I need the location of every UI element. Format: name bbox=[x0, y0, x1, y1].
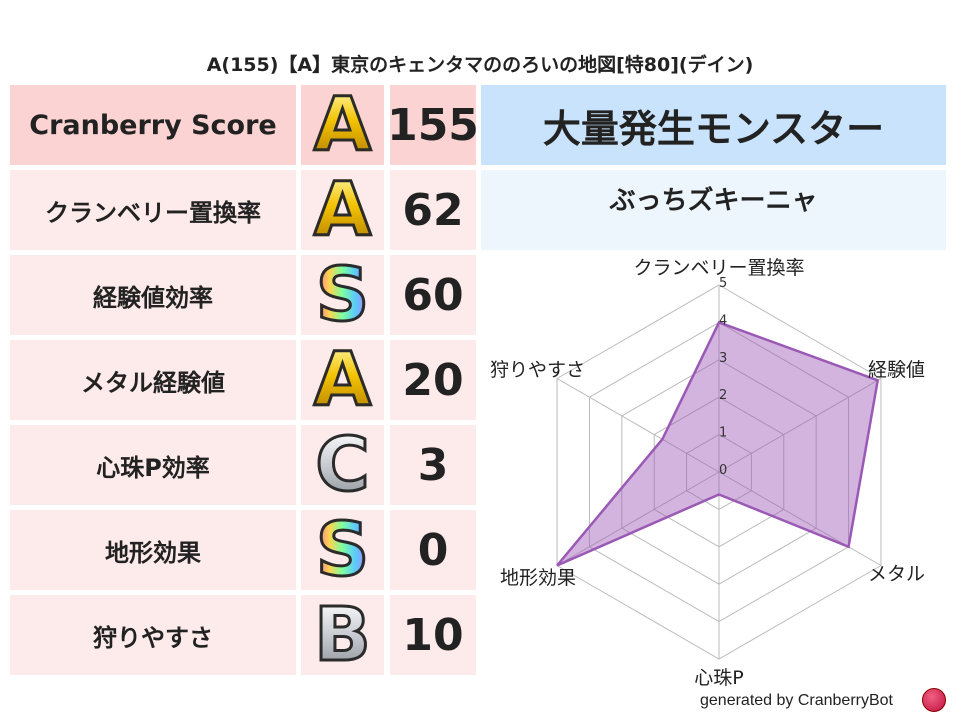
grade-letter: S bbox=[314, 252, 370, 338]
grid-spoke bbox=[556, 378, 720, 473]
axis-label: 経験値 bbox=[868, 359, 925, 381]
tick-label: 1 bbox=[719, 426, 727, 441]
grade-letter: A bbox=[312, 337, 372, 423]
monster-header: 大量発生モンスター bbox=[481, 85, 946, 165]
tick-label: 2 bbox=[719, 388, 727, 403]
grade-badge: S bbox=[301, 255, 384, 335]
metric-label: 心珠P効率 bbox=[10, 425, 296, 505]
tick-label: 0 bbox=[719, 463, 727, 478]
grid-spoke bbox=[556, 471, 720, 566]
grade-letter: A bbox=[312, 167, 372, 253]
grade-badge: S bbox=[301, 510, 384, 590]
grade-badge: A bbox=[301, 340, 384, 420]
metric-label: メタル経験値 bbox=[10, 340, 296, 420]
score-value: 3 bbox=[390, 425, 476, 505]
score-value: 155 bbox=[387, 85, 479, 165]
page-title: A(155)【A】東京のキェンタマののろいの地図[特80](デイン) bbox=[206, 54, 754, 76]
axis-label: 地形効果 bbox=[500, 567, 576, 589]
metric-label: 経験値効率 bbox=[10, 255, 296, 335]
tick-label: 3 bbox=[719, 351, 727, 366]
axis-label: 狩りやすさ bbox=[490, 359, 585, 381]
grade-letter: B bbox=[313, 592, 372, 678]
axis-label: 心珠P bbox=[694, 667, 743, 689]
grade-badge: A bbox=[301, 170, 384, 250]
grade-letter: C bbox=[314, 422, 371, 508]
grade-badge: C bbox=[301, 425, 384, 505]
score-value: 0 bbox=[390, 510, 476, 590]
grade-letter: S bbox=[314, 507, 370, 593]
data-area bbox=[556, 320, 880, 567]
tick-label: 4 bbox=[719, 313, 727, 328]
grade-badge: B bbox=[301, 595, 384, 675]
footer-credit: generated by CranberryBot bbox=[700, 692, 893, 709]
score-value: 20 bbox=[390, 340, 476, 420]
metric-label: Cranberry Score bbox=[10, 85, 296, 165]
axis-label: クランベリー置換率 bbox=[633, 257, 804, 279]
grid-spoke bbox=[718, 378, 882, 473]
grade-badge: A bbox=[301, 85, 384, 165]
axis-label: メタル bbox=[868, 563, 925, 585]
grid-spoke bbox=[718, 471, 882, 566]
tick-label: 5 bbox=[719, 276, 727, 291]
score-value: 60 bbox=[390, 255, 476, 335]
metric-label: 地形効果 bbox=[10, 510, 296, 590]
cranberry-bot-icon bbox=[922, 688, 946, 712]
score-value: 10 bbox=[390, 595, 476, 675]
score-value: 62 bbox=[390, 170, 476, 250]
metric-label: 狩りやすさ bbox=[10, 595, 296, 675]
grade-letter: A bbox=[312, 82, 372, 168]
monster-name: ぶっちズキーニャ bbox=[481, 170, 946, 250]
metric-label: クランベリー置換率 bbox=[10, 170, 296, 250]
